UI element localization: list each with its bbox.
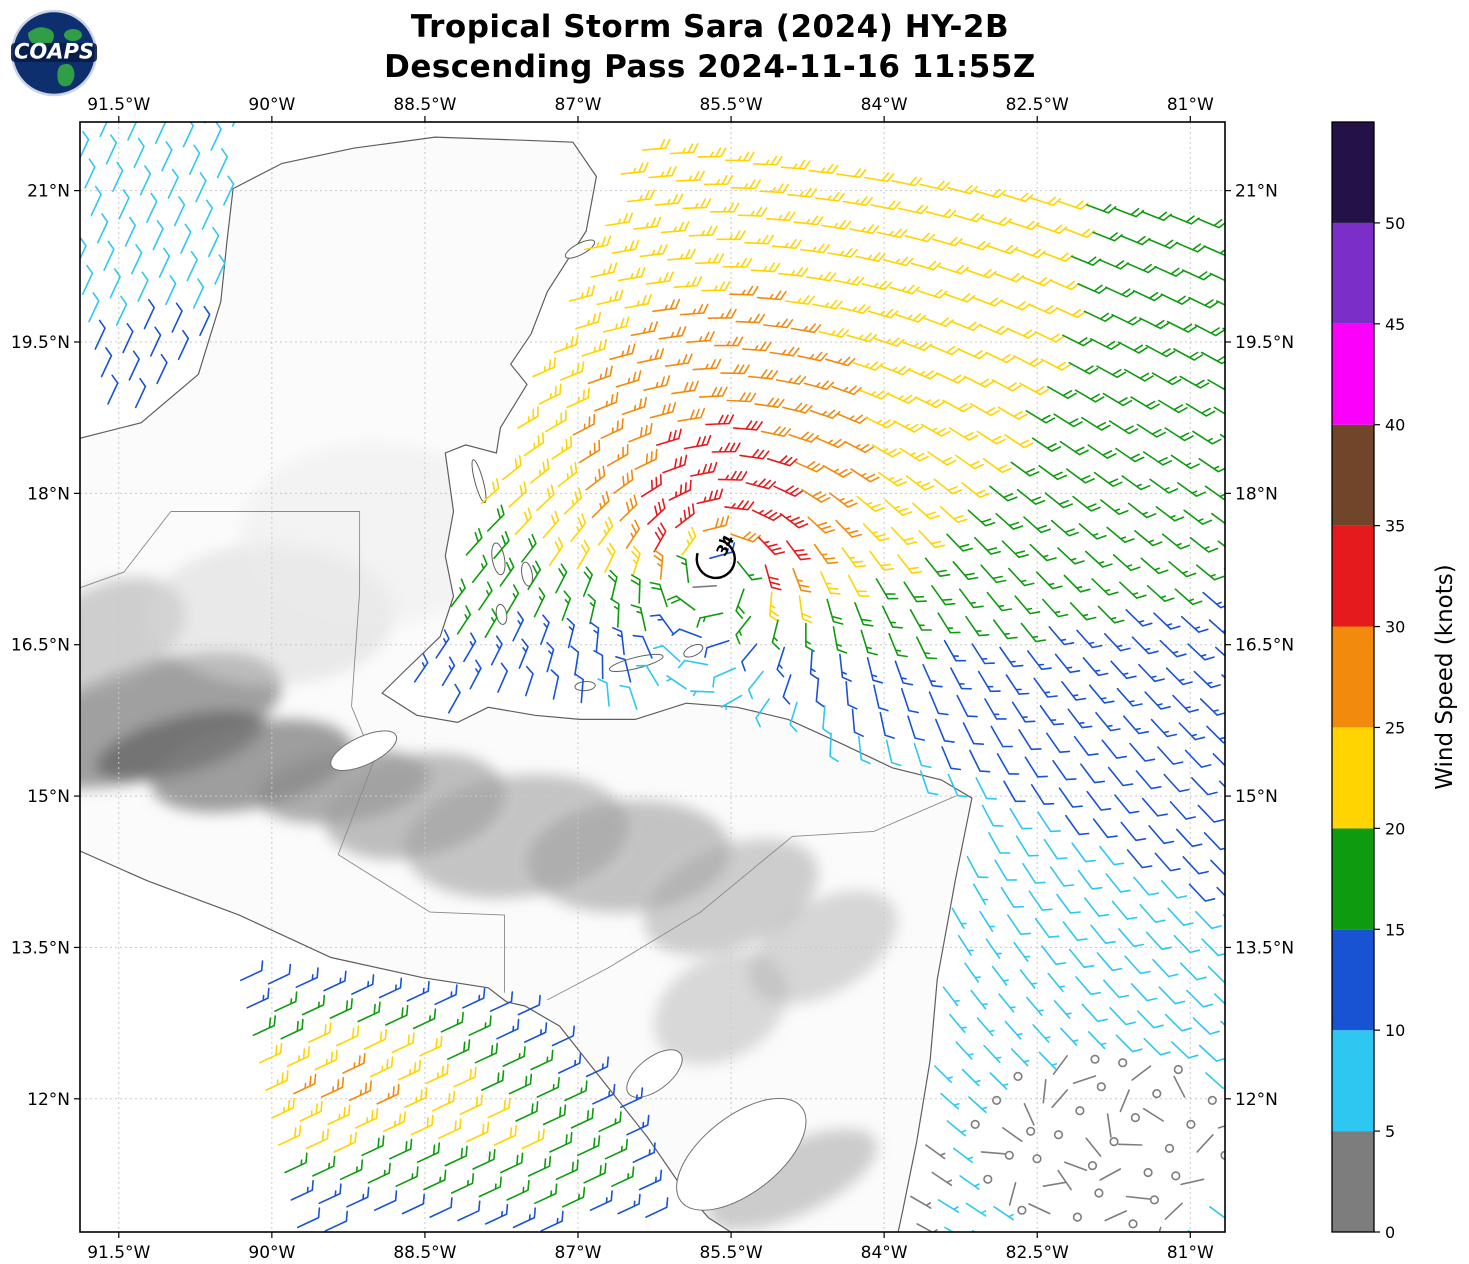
svg-text:81°W: 81°W: [1167, 1243, 1214, 1263]
colorbar-tick-label: 15: [1385, 920, 1405, 939]
svg-text:18°N: 18°N: [27, 484, 70, 504]
colorbar-segment: [1332, 1131, 1374, 1232]
svg-text:13.5°N: 13.5°N: [1235, 938, 1294, 958]
svg-text:18°N: 18°N: [1235, 484, 1278, 504]
svg-text:16.5°N: 16.5°N: [1235, 636, 1294, 656]
colorbar: 0 5 10 15 20 25 30 35 40 45 50 Wind Speed (knots): [1331, 121, 1458, 1242]
svg-text:85.5°W: 85.5°W: [699, 1243, 762, 1263]
colorbar-segment: [1332, 828, 1374, 930]
country-border: [337, 854, 505, 993]
colorbar-tick-label: 35: [1385, 517, 1405, 536]
svg-text:19.5°N: 19.5°N: [1235, 333, 1294, 353]
colorbar-segment: [1332, 929, 1374, 1031]
lake: [626, 1049, 683, 1098]
svg-text:87°W: 87°W: [555, 95, 602, 115]
coaps-logo: COAPS: [10, 9, 98, 97]
svg-text:91.5°W: 91.5°W: [87, 1243, 150, 1263]
colorbar-segment: [1332, 727, 1374, 829]
colorbar-tick-label: 5: [1385, 1122, 1395, 1141]
svg-text:85.5°W: 85.5°W: [699, 95, 762, 115]
gridlines: [80, 122, 1225, 1232]
svg-text:90°W: 90°W: [248, 1243, 295, 1263]
colorbar-segment: [1332, 122, 1374, 223]
coastline: [80, 136, 973, 1232]
svg-text:13.5°N: 13.5°N: [11, 938, 70, 958]
chart-subtitle: Descending Pass 2024-11-16 11:55Z: [384, 48, 1036, 85]
logo-land-south: [57, 63, 75, 87]
logo-land-east: [64, 29, 82, 41]
axis-labels: 91.5°W 91.5°W 90°W 90°W 88.5°W 88.5°W 87°W 87°W…: [11, 95, 1294, 1263]
terrain-shading: [80, 442, 898, 1230]
svg-text:82.5°W: 82.5°W: [1006, 1243, 1069, 1263]
logo-banner: [11, 43, 97, 62]
colorbar-tick-label: 10: [1385, 1021, 1405, 1040]
wind-barbs-layer: [80, 122, 1225, 1232]
svg-text:82.5°W: 82.5°W: [1006, 95, 1069, 115]
svg-text:15°N: 15°N: [1235, 787, 1278, 807]
island: [608, 653, 664, 672]
colorbar-tick-label: 20: [1385, 819, 1405, 838]
svg-text:84°W: 84°W: [861, 95, 908, 115]
colorbar-tick-label: 40: [1385, 416, 1405, 435]
svg-text:21°N: 21°N: [1235, 182, 1278, 202]
svg-text:21°N: 21°N: [27, 182, 70, 202]
lake: [330, 730, 398, 771]
colorbar-tick-label: 30: [1385, 618, 1405, 637]
chart-title: Tropical Storm Sara (2024) HY-2B: [410, 9, 1010, 45]
colorbar-segment: [1332, 323, 1374, 425]
colorbar-tick-label: 50: [1385, 214, 1405, 233]
map-plot-area: 34: [80, 122, 1225, 1232]
island: [471, 459, 487, 504]
coaps-logo-text: COAPS: [14, 40, 94, 64]
svg-text:84°W: 84°W: [861, 1243, 908, 1263]
colorbar-label: Wind Speed (knots): [1432, 564, 1458, 789]
plot-frame: [79, 121, 1226, 1233]
colorbar-tick-label: 45: [1385, 315, 1405, 334]
colorbar-tick-label: 0: [1385, 1223, 1395, 1242]
svg-text:88.5°W: 88.5°W: [393, 95, 456, 115]
colorbar-segment: [1332, 424, 1374, 526]
colorbar-segment: [1332, 626, 1374, 728]
lake: [676, 1097, 807, 1211]
island: [574, 681, 596, 692]
svg-text:16.5°N: 16.5°N: [11, 636, 70, 656]
colorbar-segment: [1332, 525, 1374, 627]
colorbar-tick-label: 25: [1385, 718, 1405, 737]
country-border: [547, 795, 956, 1001]
logo-land-north: [28, 27, 54, 47]
svg-text:15°N: 15°N: [27, 787, 70, 807]
island: [521, 561, 533, 587]
svg-text:88.5°W: 88.5°W: [393, 1243, 456, 1263]
svg-text:19.5°N: 19.5°N: [11, 333, 70, 353]
country-border: [170, 511, 361, 707]
chart-title-block: Tropical Storm Sara (2024) HY-2B Descend…: [0, 8, 1420, 87]
country-border: [80, 511, 172, 589]
island: [683, 644, 704, 658]
svg-text:12°N: 12°N: [1235, 1090, 1278, 1110]
island: [564, 239, 596, 259]
svg-text:90°W: 90°W: [248, 95, 295, 115]
colorbar-segment: [1332, 1030, 1374, 1132]
svg-text:12°N: 12°N: [27, 1090, 70, 1110]
svg-text:81°W: 81°W: [1167, 95, 1214, 115]
island: [491, 542, 506, 576]
svg-text:91.5°W: 91.5°W: [87, 95, 150, 115]
colorbar-segment: [1332, 222, 1374, 324]
svg-text:87°W: 87°W: [555, 1243, 602, 1263]
